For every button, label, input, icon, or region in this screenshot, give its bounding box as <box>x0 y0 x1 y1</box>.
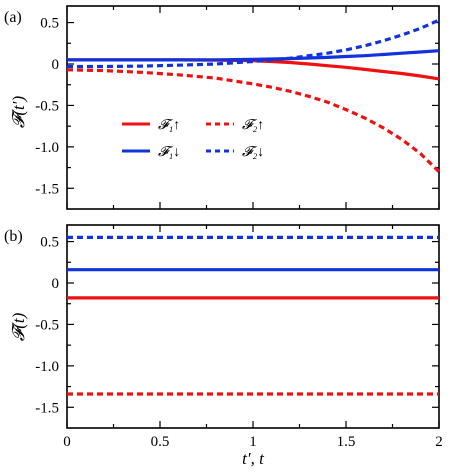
panel-b-ytick-label: -0.5 <box>35 317 59 333</box>
panel-a-frame <box>66 5 440 210</box>
panel-a-label: (a) <box>4 9 22 26</box>
panel-b-xtick-label: 0 <box>63 434 71 450</box>
legend-label-f2-down: 𝓕₂↓ <box>242 145 264 160</box>
panel-b-ticks <box>66 225 440 428</box>
panel-a-ytick-label: 0.5 <box>40 16 59 32</box>
panel-b-ytick-label: -1.0 <box>35 359 59 375</box>
panel-b-xtick-label: 0.5 <box>151 434 170 450</box>
legend-label-f1-up: 𝓕₁↑ <box>158 118 180 133</box>
panel-b-frame <box>66 224 440 429</box>
panel-a: (a) 𝓕(t′) 0.5 0 -0.5 -1.0 -1.5 𝓕₁↑ 𝓕₂↑ 𝓕₁↓ 𝓕… <box>4 5 441 210</box>
panel-a-ytick-label: -1.0 <box>35 140 59 156</box>
panel-a-ticks <box>66 6 440 209</box>
panel-b-ylabel: 𝓕(t) <box>9 312 28 341</box>
panel-a-series-F1down <box>67 49 440 62</box>
panel-b-xtick-label: 1.5 <box>337 434 356 450</box>
x-axis-label: t′, t <box>242 449 265 468</box>
panel-a-ylabel: 𝓕(t′) <box>9 96 28 129</box>
panel-b: (b) 𝓕(t) 0.5 0 -0.5 -1.0 -1.5 0 0.5 1 1.5 2 <box>4 224 443 450</box>
panel-b-xtick-label: 1 <box>249 434 257 450</box>
panel-a-ytick-label: 0 <box>52 57 60 73</box>
legend-label-f1-down: 𝓕₁↓ <box>158 145 180 160</box>
panel-a-ytick-label: -1.5 <box>35 181 59 197</box>
panel-b-ytick-label: 0 <box>52 276 60 292</box>
legend-label-f2-up: 𝓕₂↑ <box>242 118 264 133</box>
panel-a-series-F2down <box>67 18 440 69</box>
panel-a-series <box>66 18 441 173</box>
panel-b-series <box>67 235 439 396</box>
panel-a-tick-labels: 0.5 0 -0.5 -1.0 -1.5 <box>35 16 59 198</box>
panel-b-ytick-label: 0.5 <box>40 235 59 251</box>
panel-b-ytick-label: -1.5 <box>35 400 59 416</box>
panel-a-series-F1up <box>67 58 440 81</box>
legend: 𝓕₁↑ 𝓕₂↑ 𝓕₁↓ 𝓕₂↓ <box>122 118 264 160</box>
panel-b-tick-labels: 0.5 0 -0.5 -1.0 -1.5 0 0.5 1 1.5 2 <box>35 235 443 450</box>
panel-a-series-F2up <box>66 68 441 173</box>
panel-b-xtick-label: 2 <box>435 434 443 450</box>
panel-b-label: (b) <box>4 228 23 245</box>
panel-a-ytick-label: -0.5 <box>35 98 59 114</box>
